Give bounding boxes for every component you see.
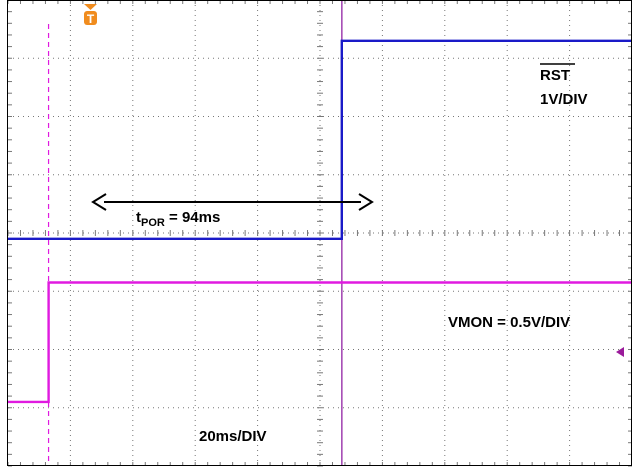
trigger-marker-label: T [87, 12, 95, 26]
graticule [7, 0, 632, 467]
vmon-scale-label: VMON = 0.5V/DIV [448, 314, 570, 331]
trigger-marker-icon: T [84, 4, 97, 26]
rst-channel-label: RST [540, 67, 570, 84]
timebase-label: 20ms/DIV [199, 428, 267, 445]
vmon-trace [8, 281, 632, 404]
rst-trace [8, 39, 632, 241]
vmon-reference-marker-icon [616, 347, 624, 357]
tpor-subscript: POR [141, 217, 165, 229]
rst-scale-label: 1V/DIV [540, 91, 588, 108]
tpor-label: tPOR = 94ms [136, 209, 220, 229]
tpor-arrow [91, 193, 374, 211]
tpor-main: t [136, 209, 141, 226]
tpor-value: = 94ms [165, 209, 220, 226]
